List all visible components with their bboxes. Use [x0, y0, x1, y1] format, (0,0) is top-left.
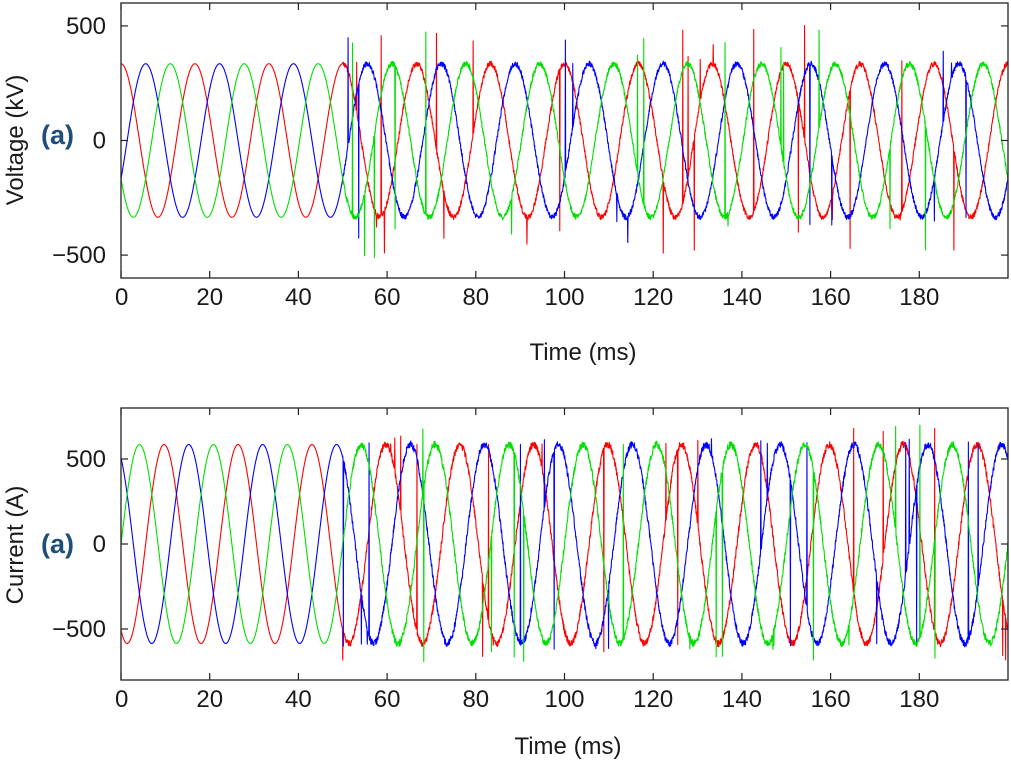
y-tick-label: 0: [93, 128, 106, 155]
y-tick-label: −500: [52, 242, 106, 269]
x-tick-label: 60: [374, 686, 401, 713]
y-tick-label: 0: [93, 531, 106, 558]
voltage-traces: [120, 25, 1009, 259]
voltage-panel: 0 20 40 60 80 100 120 140 160 180 −500 0 500 Time (…: [2, 2, 1009, 366]
x-tick-label: 140: [722, 284, 762, 311]
x-tick-label: 140: [722, 686, 762, 713]
current-panel: 0 20 40 60 80 100 120 140 160 180 −500 0 500 Time (…: [2, 407, 1009, 760]
voltage-y-ticks: −500 0 500: [52, 13, 1008, 269]
x-tick-label: 20: [196, 284, 223, 311]
x-tick-label: 0: [115, 284, 128, 311]
voltage-x-ticks: 0 20 40 60 80 100 120 140 160 180: [115, 3, 939, 311]
x-tick-label: 160: [811, 686, 851, 713]
y-tick-label: −500: [52, 616, 106, 643]
green-voltage-trace: [120, 29, 1009, 259]
blue-current-trace: [120, 438, 1009, 650]
x-tick-label: 0: [115, 686, 128, 713]
current-x-axis-label: Time (ms): [514, 733, 621, 760]
voltage-plot-frame: [120, 2, 1009, 279]
x-tick-label: 40: [285, 686, 312, 713]
x-tick-label: 40: [285, 284, 312, 311]
green-current-trace: [120, 424, 1009, 663]
current-x-ticks: 0 20 40 60 80 100 120 140 160 180: [115, 408, 939, 713]
x-tick-label: 160: [811, 284, 851, 311]
red-current-trace: [120, 427, 1009, 661]
current-panel-label: (a): [41, 529, 74, 559]
x-tick-label: 180: [899, 284, 939, 311]
blue-voltage-trace: [120, 37, 1009, 244]
x-tick-label: 80: [462, 284, 489, 311]
current-traces: [120, 424, 1009, 663]
x-tick-label: 80: [462, 686, 489, 713]
x-tick-label: 120: [633, 284, 673, 311]
x-tick-label: 100: [544, 284, 584, 311]
voltage-x-axis-label: Time (ms): [529, 339, 636, 366]
current-y-axis-label: Current (A): [2, 486, 29, 605]
red-voltage-trace: [120, 25, 1009, 254]
x-tick-label: 100: [544, 686, 584, 713]
x-tick-label: 180: [899, 686, 939, 713]
y-tick-label: 500: [66, 446, 106, 473]
x-tick-label: 60: [374, 284, 401, 311]
voltage-y-axis-label: Voltage (kV): [2, 75, 29, 206]
y-tick-label: 500: [66, 13, 106, 40]
current-y-ticks: −500 0 500: [52, 446, 1008, 643]
x-tick-label: 20: [196, 686, 223, 713]
x-tick-label: 120: [633, 686, 673, 713]
voltage-panel-label: (a): [41, 120, 74, 150]
